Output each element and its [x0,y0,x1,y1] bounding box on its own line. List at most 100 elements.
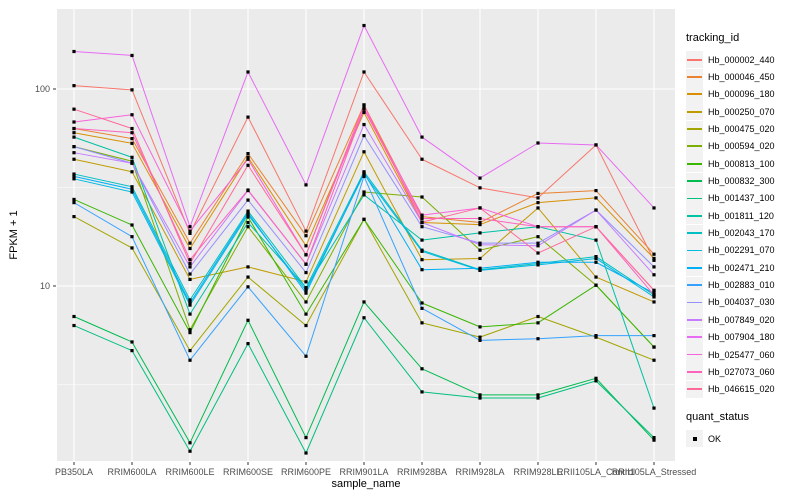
data-point [478,266,482,270]
data-point [652,252,656,256]
data-point [246,211,250,215]
data-point [536,206,540,210]
legend-label: Hb_004037_030 [708,297,775,308]
legend-label: Hb_000475_020 [708,124,775,135]
quant-ok-key [686,430,703,448]
data-point [362,23,366,28]
data-point [188,231,192,235]
legend-item: Hb_000813_100 [686,155,798,173]
legend-label: Hb_025477_060 [708,349,775,360]
legend-label: Hb_000832_300 [708,176,775,187]
data-point [72,49,76,54]
legend-color-key [686,328,703,346]
data-point [72,120,76,124]
legend-label: Hb_002043_170 [708,228,775,239]
data-point [478,222,482,227]
data-point [536,191,540,196]
data-point [72,157,76,161]
data-point [478,396,482,400]
data-point [304,291,308,295]
data-point [420,249,424,253]
legend-color-key [686,346,703,364]
data-point [304,280,308,284]
data-point [536,263,540,267]
data-point [536,314,540,319]
data-point [478,243,482,247]
data-point [478,231,482,235]
data-point [72,201,76,205]
data-point [652,436,656,440]
data-point [72,131,76,135]
data-point [72,126,76,131]
color-line-icon [687,93,702,96]
data-point [652,273,656,277]
data-point [420,306,424,310]
legend-label: Hb_027073_060 [708,366,775,377]
legend-item: Hb_000096_180 [686,85,798,103]
data-point [188,277,192,282]
legend-color-key [686,189,703,207]
data-point [304,323,308,328]
legend-color-key [686,155,703,173]
data-point [72,323,76,328]
data-point [72,145,76,149]
data-point [536,225,540,229]
data-point [72,197,76,202]
data-point [130,159,134,163]
data-point [536,244,540,248]
data-point [72,174,76,179]
data-point [188,348,192,353]
legend-label: Hb_007904_180 [708,332,775,343]
data-point [478,256,482,261]
legend-item: Hb_001437_100 [686,189,798,207]
data-point [594,379,598,383]
legend-label: OK [708,433,722,444]
legend-label: Hb_000096_180 [708,89,775,100]
data-point [130,155,134,159]
data-point [594,260,598,264]
data-point [536,201,540,205]
data-point [478,176,482,180]
legend-color-key [686,51,703,69]
data-point [304,262,308,266]
data-point [478,325,482,329]
data-point [420,225,424,229]
legend-color-key [686,207,703,225]
data-point [130,187,134,191]
data-point [130,340,134,344]
data-point [188,449,192,453]
data-point [652,345,656,349]
data-point [652,288,656,292]
data-point [420,258,424,262]
legend-title-quant-status: quant_status [686,410,749,423]
legend-color-key [686,363,703,381]
color-line-icon [687,284,702,287]
x-tick-label: RRII105LA_Stressed [612,467,697,477]
data-point [536,337,540,341]
data-point [72,151,76,155]
data-point [594,225,598,229]
legend-item: Hb_025477_060 [686,346,798,364]
legend-item: Hb_027073_060 [686,363,798,381]
data-point [420,135,424,139]
data-point [130,190,134,194]
data-point [246,265,250,269]
legend-item: Hb_000475_020 [686,120,798,138]
data-point [188,229,192,233]
data-point [246,198,250,202]
color-line-icon [687,197,702,200]
x-tick-label: PB350LA [55,467,93,477]
data-point [594,256,598,261]
data-point [652,293,656,297]
x-tick-label: RRIM600SE [223,467,273,477]
data-point [246,70,250,74]
data-point [420,216,424,221]
data-point [362,103,366,107]
legend-label: Hb_002471_210 [708,262,775,273]
legend-item-quant-ok: OK [686,430,798,448]
data-point [246,115,250,119]
data-point [420,238,424,242]
legend-item: Hb_002883_010 [686,276,798,294]
data-point [246,275,250,279]
data-point [304,288,308,292]
